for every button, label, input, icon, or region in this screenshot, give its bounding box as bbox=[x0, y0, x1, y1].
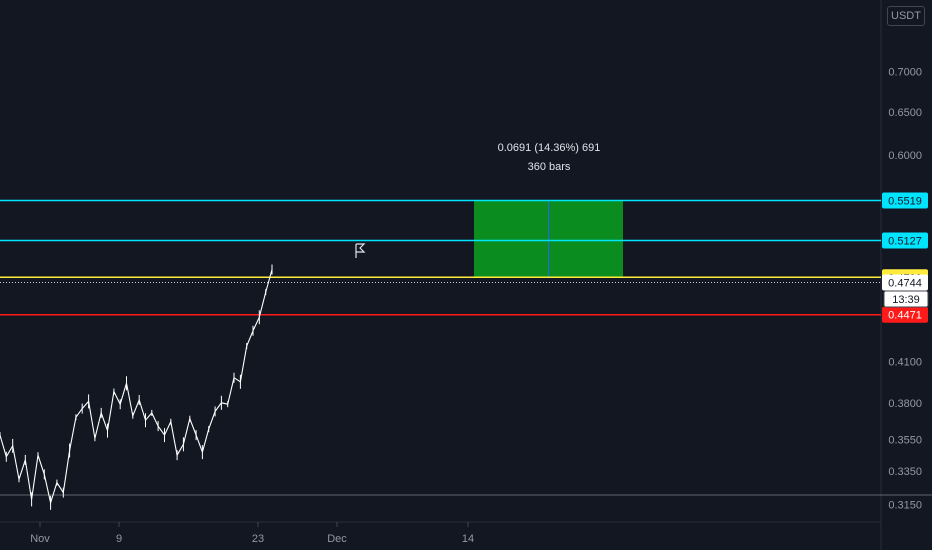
time-tick-label: 23 bbox=[252, 533, 264, 545]
price-tick-label: 0.7000 bbox=[888, 67, 922, 79]
price-tick-label: 0.4100 bbox=[888, 357, 922, 369]
time-tick-label: Dec bbox=[327, 533, 347, 545]
horizontal-lines[interactable] bbox=[0, 199, 881, 316]
countdown-badge: 13:39 bbox=[883, 290, 929, 308]
price-tick-label: 0.3150 bbox=[888, 500, 922, 512]
price-tick-label: 0.6500 bbox=[888, 107, 922, 119]
price-line-badge-text: 0.5519 bbox=[888, 196, 922, 208]
price-tick-label: 0.3800 bbox=[888, 398, 922, 410]
measure-bars-label: 360 bars bbox=[527, 161, 571, 173]
time-axis-ticks[interactable]: Nov 9 23 Dec 14 bbox=[30, 522, 474, 545]
last-price-badge bbox=[882, 274, 928, 291]
currency-unit-button[interactable]: USDT bbox=[887, 6, 925, 26]
price-tick-label: 0.6000 bbox=[888, 150, 922, 162]
price-line-badge bbox=[882, 232, 928, 249]
price-line-badge bbox=[882, 192, 928, 209]
measure-change-label: 0.0691 (14.36%) 691 bbox=[497, 142, 601, 154]
time-tick-label: 9 bbox=[116, 533, 122, 545]
time-tick-label: Nov bbox=[30, 533, 50, 545]
price-tick-label: 0.3350 bbox=[888, 466, 922, 478]
flag-icon[interactable] bbox=[355, 243, 366, 258]
countdown-text: 13:39 bbox=[892, 294, 920, 306]
measure-box[interactable] bbox=[474, 200, 623, 278]
price-line-badge-text: 0.4471 bbox=[888, 310, 922, 322]
price-line-badge-text: 0.5127 bbox=[888, 236, 922, 248]
price-line-badge bbox=[882, 306, 928, 323]
price-tick-label: 0.3550 bbox=[888, 435, 922, 447]
time-tick-label: 14 bbox=[462, 533, 474, 545]
price-line bbox=[0, 269, 273, 505]
price-series bbox=[0, 264, 273, 510]
last-price-badge-text: 0.4744 bbox=[888, 278, 922, 290]
